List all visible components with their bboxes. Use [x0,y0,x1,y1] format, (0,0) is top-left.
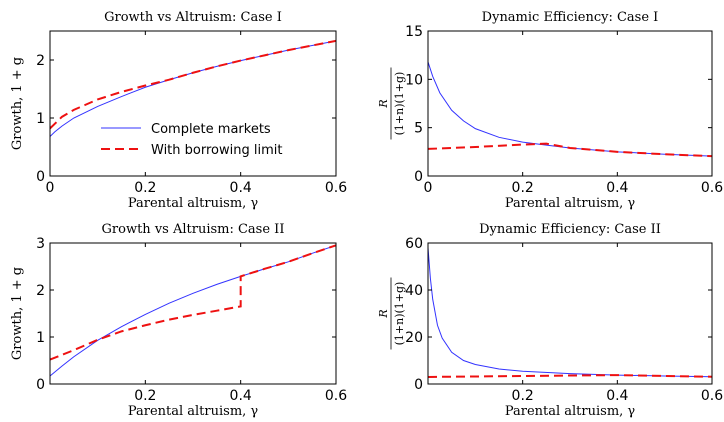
y-tick-label: 0 [414,169,423,185]
chart-panel-1: 0 0.2 0.4 0.6 0 1 2 Growth vs Altruism: Case I P… [10,10,347,211]
y-tick-label: 1 [36,330,45,346]
y-tick-label: 0 [36,169,45,185]
y-tick-label: 5 [414,121,423,137]
series-complete-markets-line [428,61,712,157]
legend-label: With borrowing limit [151,143,282,158]
chart-title: Growth vs Altruism: Case I [104,10,282,25]
x-tick-label: 0 [46,180,55,196]
chart-title: Growth vs Altruism: Case II [102,222,285,237]
x-tick-label: 0.6 [325,180,347,196]
y-tick-label: 10 [405,72,423,88]
y-axis-label: Growth, 1 + g [10,267,25,360]
y-tick-label: 60 [405,236,423,252]
legend: Complete markets With borrowing limit [101,122,282,158]
chart-title: Dynamic Efficiency: Case I [482,10,659,25]
x-tick-label: 0.4 [230,388,252,404]
x-tick-label: 0.4 [606,388,628,404]
chart-panel-4: 0.2 0.4 0.6 0 20 40 60 Dynamic Efficiency: Case… [377,222,723,419]
x-tick-label: 0.2 [512,180,534,196]
y-axis-label: R (1+n)(1+g) [377,277,406,350]
chart-panel-3: 0.2 0.4 0.6 0 1 2 3 Growth vs Altruism: Case II… [10,222,347,419]
x-axis-label: Parental altruism, γ [505,196,636,211]
y-tick-label: 2 [36,283,45,299]
series-complete-markets-line [428,247,712,378]
y-axis-label: Growth, 1 + g [10,57,25,150]
x-tick-label: 0.6 [701,180,723,196]
x-tick-label: 0 [424,180,433,196]
y-tick-label: 15 [405,24,423,40]
legend-label: Complete markets [151,122,271,137]
y-label-denominator: (1+n)(1+g) [393,72,406,136]
y-label-numerator: R [377,309,390,318]
x-tick-label: 0.4 [230,180,252,196]
y-tick-label: 2 [36,53,45,69]
x-tick-label: 0.2 [512,388,534,404]
series-borrowing-limit-line [428,142,712,158]
series-complete-markets-line [50,244,336,377]
axes-frame [49,242,337,385]
y-label-denominator: (1+n)(1+g) [393,282,406,346]
y-tick-label: 3 [36,236,45,252]
y-tick-label: 0 [414,377,423,393]
series-borrowing-limit-line [428,374,712,378]
x-tick-label: 0.6 [325,388,347,404]
y-axis-label: R (1+n)(1+g) [377,67,406,140]
x-tick-label: 0.2 [134,180,156,196]
x-tick-label: 0.2 [134,388,156,404]
x-tick-label: 0.6 [701,388,723,404]
y-tick-label: 0 [36,377,45,393]
x-axis-label: Parental altruism, γ [505,404,636,419]
axes-frame [427,30,713,177]
x-tick-label: 0.4 [606,180,628,196]
x-axis-label: Parental altruism, γ [128,404,259,419]
axes-frame [427,242,713,385]
x-axis-label: Parental altruism, γ [128,196,259,211]
series-borrowing-limit-line [50,244,336,361]
chart-panel-2: 0 0.2 0.4 0.6 0 5 10 15 Dynamic Efficiency: Case… [377,10,723,211]
y-tick-label: 1 [36,111,45,127]
chart-title: Dynamic Efficiency: Case II [479,222,661,237]
axes-frame [49,30,337,177]
series-borrowing-limit-line [50,39,336,130]
y-tick-label: 40 [405,283,423,299]
y-tick-label: 20 [405,330,423,346]
y-label-numerator: R [377,99,390,108]
